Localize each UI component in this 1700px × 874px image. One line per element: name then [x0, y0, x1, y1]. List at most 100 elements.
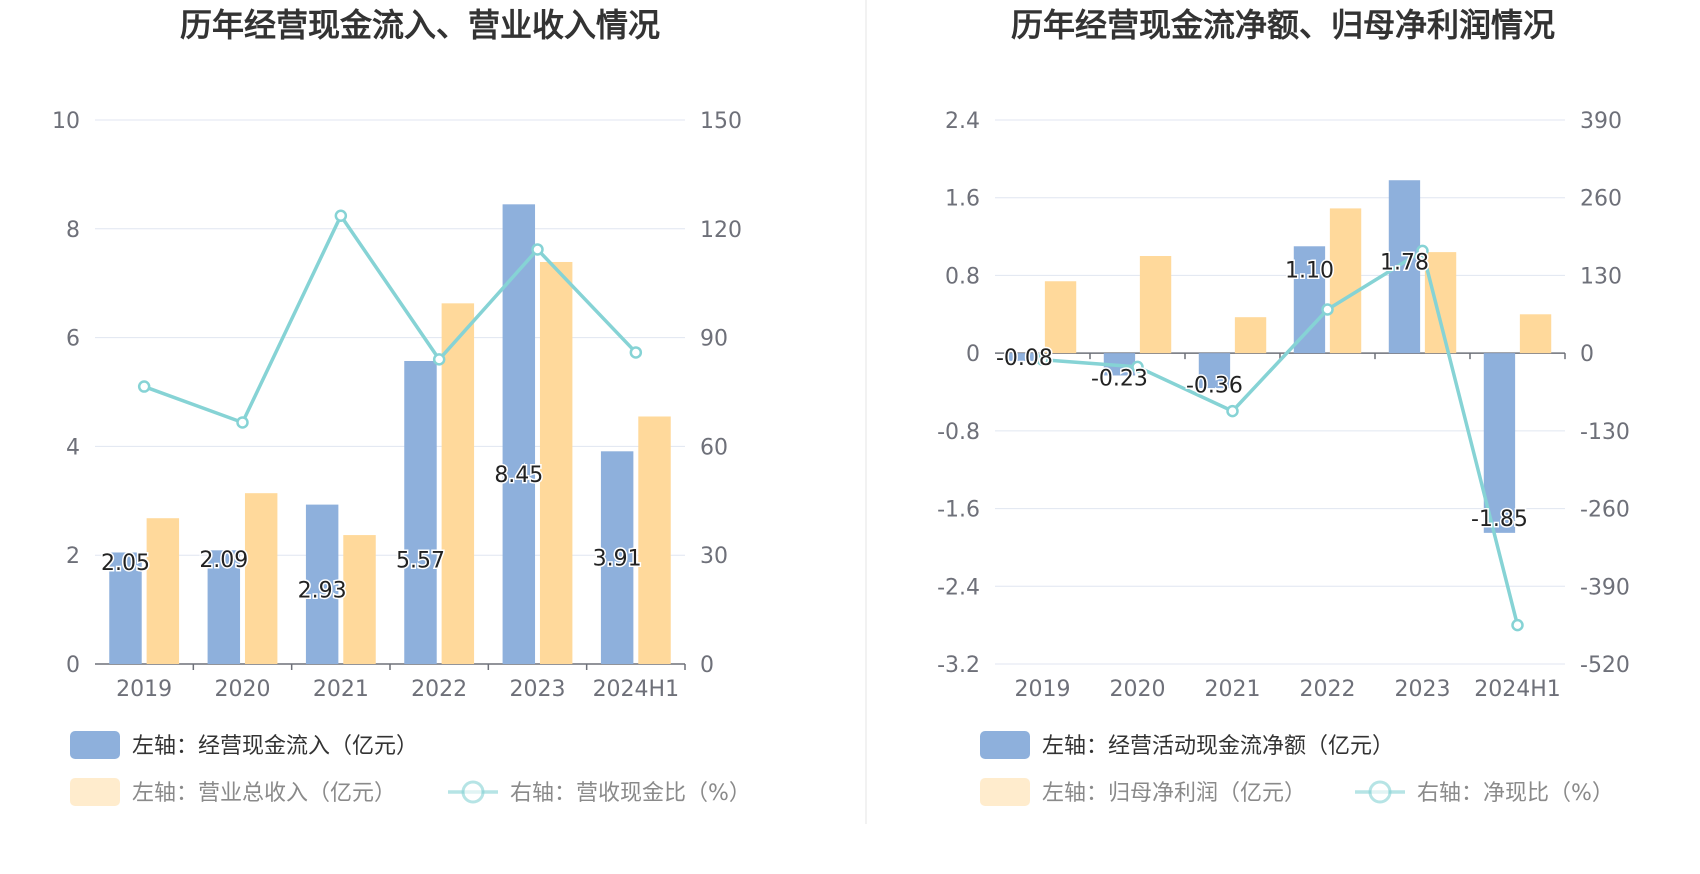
- right-axis-tick: 130: [1580, 264, 1622, 289]
- legend-swatch: [980, 778, 1030, 806]
- left-axis-tick: -3.2: [937, 653, 980, 678]
- ratio-point: [1226, 404, 1239, 418]
- data-label: 3.91: [593, 547, 642, 572]
- ratio-point: [629, 346, 643, 359]
- secondary-bar: [1044, 281, 1077, 354]
- ratio-point: [531, 243, 544, 256]
- chart-title: 历年经营现金流净额、归母净利润情况: [1011, 6, 1555, 44]
- left-axis-tick: 2.4: [945, 109, 980, 134]
- right-axis-tick: 120: [700, 218, 742, 243]
- x-axis-label: 2022: [411, 677, 467, 702]
- data-label: -0.08: [996, 346, 1053, 371]
- ratio-point: [432, 353, 446, 366]
- secondary-bar: [244, 493, 278, 664]
- x-axis-label: 2021: [1205, 677, 1261, 702]
- ratio-line: [143, 212, 638, 425]
- right-axis-tick: 60: [700, 435, 728, 460]
- primary-bar: [1483, 353, 1516, 533]
- data-label: 1.78: [1380, 251, 1429, 276]
- primary-bar: [109, 552, 142, 664]
- ratio-point: [334, 209, 348, 222]
- left-axis-tick: 10: [52, 109, 80, 134]
- ratio-point: [1036, 353, 1049, 366]
- legend-label: 左轴：经营活动现金流净额（亿元）: [1042, 734, 1394, 759]
- ratio-point: [1416, 244, 1429, 258]
- secondary-bar: [343, 535, 376, 664]
- primary-bar: [1198, 353, 1231, 389]
- x-axis-label: 2022: [1300, 677, 1356, 702]
- right-axis-tick: -520: [1580, 653, 1630, 678]
- primary-bar: [305, 504, 339, 664]
- legend-swatch: [980, 731, 1030, 759]
- ratio-point: [1321, 303, 1334, 316]
- ratio-line: [1042, 248, 1520, 626]
- chart-title: 历年经营现金流入、营业收入情况: [180, 6, 660, 44]
- primary-bar: [600, 451, 634, 664]
- primary-bar: [207, 550, 241, 664]
- secondary-bar: [1234, 317, 1267, 354]
- x-axis-label: 2024H1: [1474, 677, 1561, 702]
- ratio-point: [236, 416, 249, 429]
- left-axis-tick: -1.6: [937, 498, 980, 523]
- data-label: 8.45: [494, 463, 543, 488]
- left-axis-tick: 0: [966, 342, 980, 367]
- data-label: 5.57: [396, 548, 445, 573]
- right-axis-tick: -260: [1580, 498, 1630, 523]
- x-axis-label: 2019: [1015, 677, 1071, 702]
- legend-circle-icon: [461, 780, 485, 804]
- secondary-bar: [1519, 314, 1552, 354]
- secondary-bar: [1424, 252, 1457, 354]
- secondary-bar: [146, 518, 180, 664]
- data-label: 2.05: [101, 551, 150, 576]
- legend-label: 左轴：经营现金流入（亿元）: [132, 734, 418, 759]
- legend-circle-icon: [1368, 780, 1392, 804]
- x-axis-label: 2024H1: [593, 677, 680, 702]
- legend-swatch: [70, 731, 120, 759]
- right-axis-tick: 260: [1580, 187, 1622, 212]
- right-axis-tick: 90: [700, 327, 728, 352]
- primary-bar: [404, 360, 437, 664]
- right-axis-tick: 30: [700, 544, 728, 569]
- legend-label: 左轴：营业总收入（亿元）: [132, 781, 396, 806]
- left-axis-tick: 8: [66, 218, 80, 243]
- data-label: -1.85: [1471, 507, 1528, 532]
- left-axis-tick: 0: [66, 653, 80, 678]
- right-axis-tick: -390: [1580, 575, 1630, 600]
- right-axis-tick: 150: [700, 109, 742, 134]
- ratio-point: [137, 380, 151, 393]
- primary-bar: [1293, 246, 1326, 354]
- ratio-point: [1511, 618, 1524, 632]
- secondary-bar: [1139, 256, 1172, 354]
- ratio-point: [1131, 360, 1144, 374]
- data-label: 1.10: [1285, 259, 1334, 284]
- x-axis-label: 2020: [1110, 677, 1166, 702]
- right-axis-tick: 0: [1580, 342, 1594, 367]
- left-axis-tick: -2.4: [937, 575, 980, 600]
- left-axis-tick: 2: [66, 544, 80, 569]
- legend-swatch: [70, 778, 120, 806]
- primary-bar: [502, 204, 536, 664]
- data-label: 2.09: [199, 548, 248, 573]
- x-axis-label: 2019: [116, 677, 172, 702]
- left-axis-tick: 0.8: [945, 264, 980, 289]
- legend-label: 右轴：营收现金比（%）: [510, 781, 751, 806]
- legend-label: 左轴：归母净利润（亿元）: [1042, 781, 1306, 806]
- right-axis-tick: -130: [1580, 420, 1630, 445]
- secondary-bar: [539, 261, 573, 664]
- left-axis-tick: 1.6: [945, 187, 980, 212]
- x-axis-label: 2021: [313, 677, 369, 702]
- x-axis-label: 2020: [215, 677, 271, 702]
- secondary-bar: [638, 416, 671, 664]
- legend-label: 右轴：净现比（%）: [1417, 781, 1614, 806]
- right-axis-tick: 390: [1580, 109, 1622, 134]
- secondary-bar: [1329, 208, 1362, 354]
- data-label: -0.23: [1091, 366, 1148, 391]
- x-axis-label: 2023: [1395, 677, 1451, 702]
- left-axis-tick: 4: [66, 435, 80, 460]
- right-axis-tick: 0: [700, 653, 714, 678]
- secondary-bar: [441, 303, 475, 664]
- data-label: -0.36: [1186, 374, 1243, 399]
- x-axis-label: 2023: [510, 677, 566, 702]
- left-axis-tick: -0.8: [937, 420, 980, 445]
